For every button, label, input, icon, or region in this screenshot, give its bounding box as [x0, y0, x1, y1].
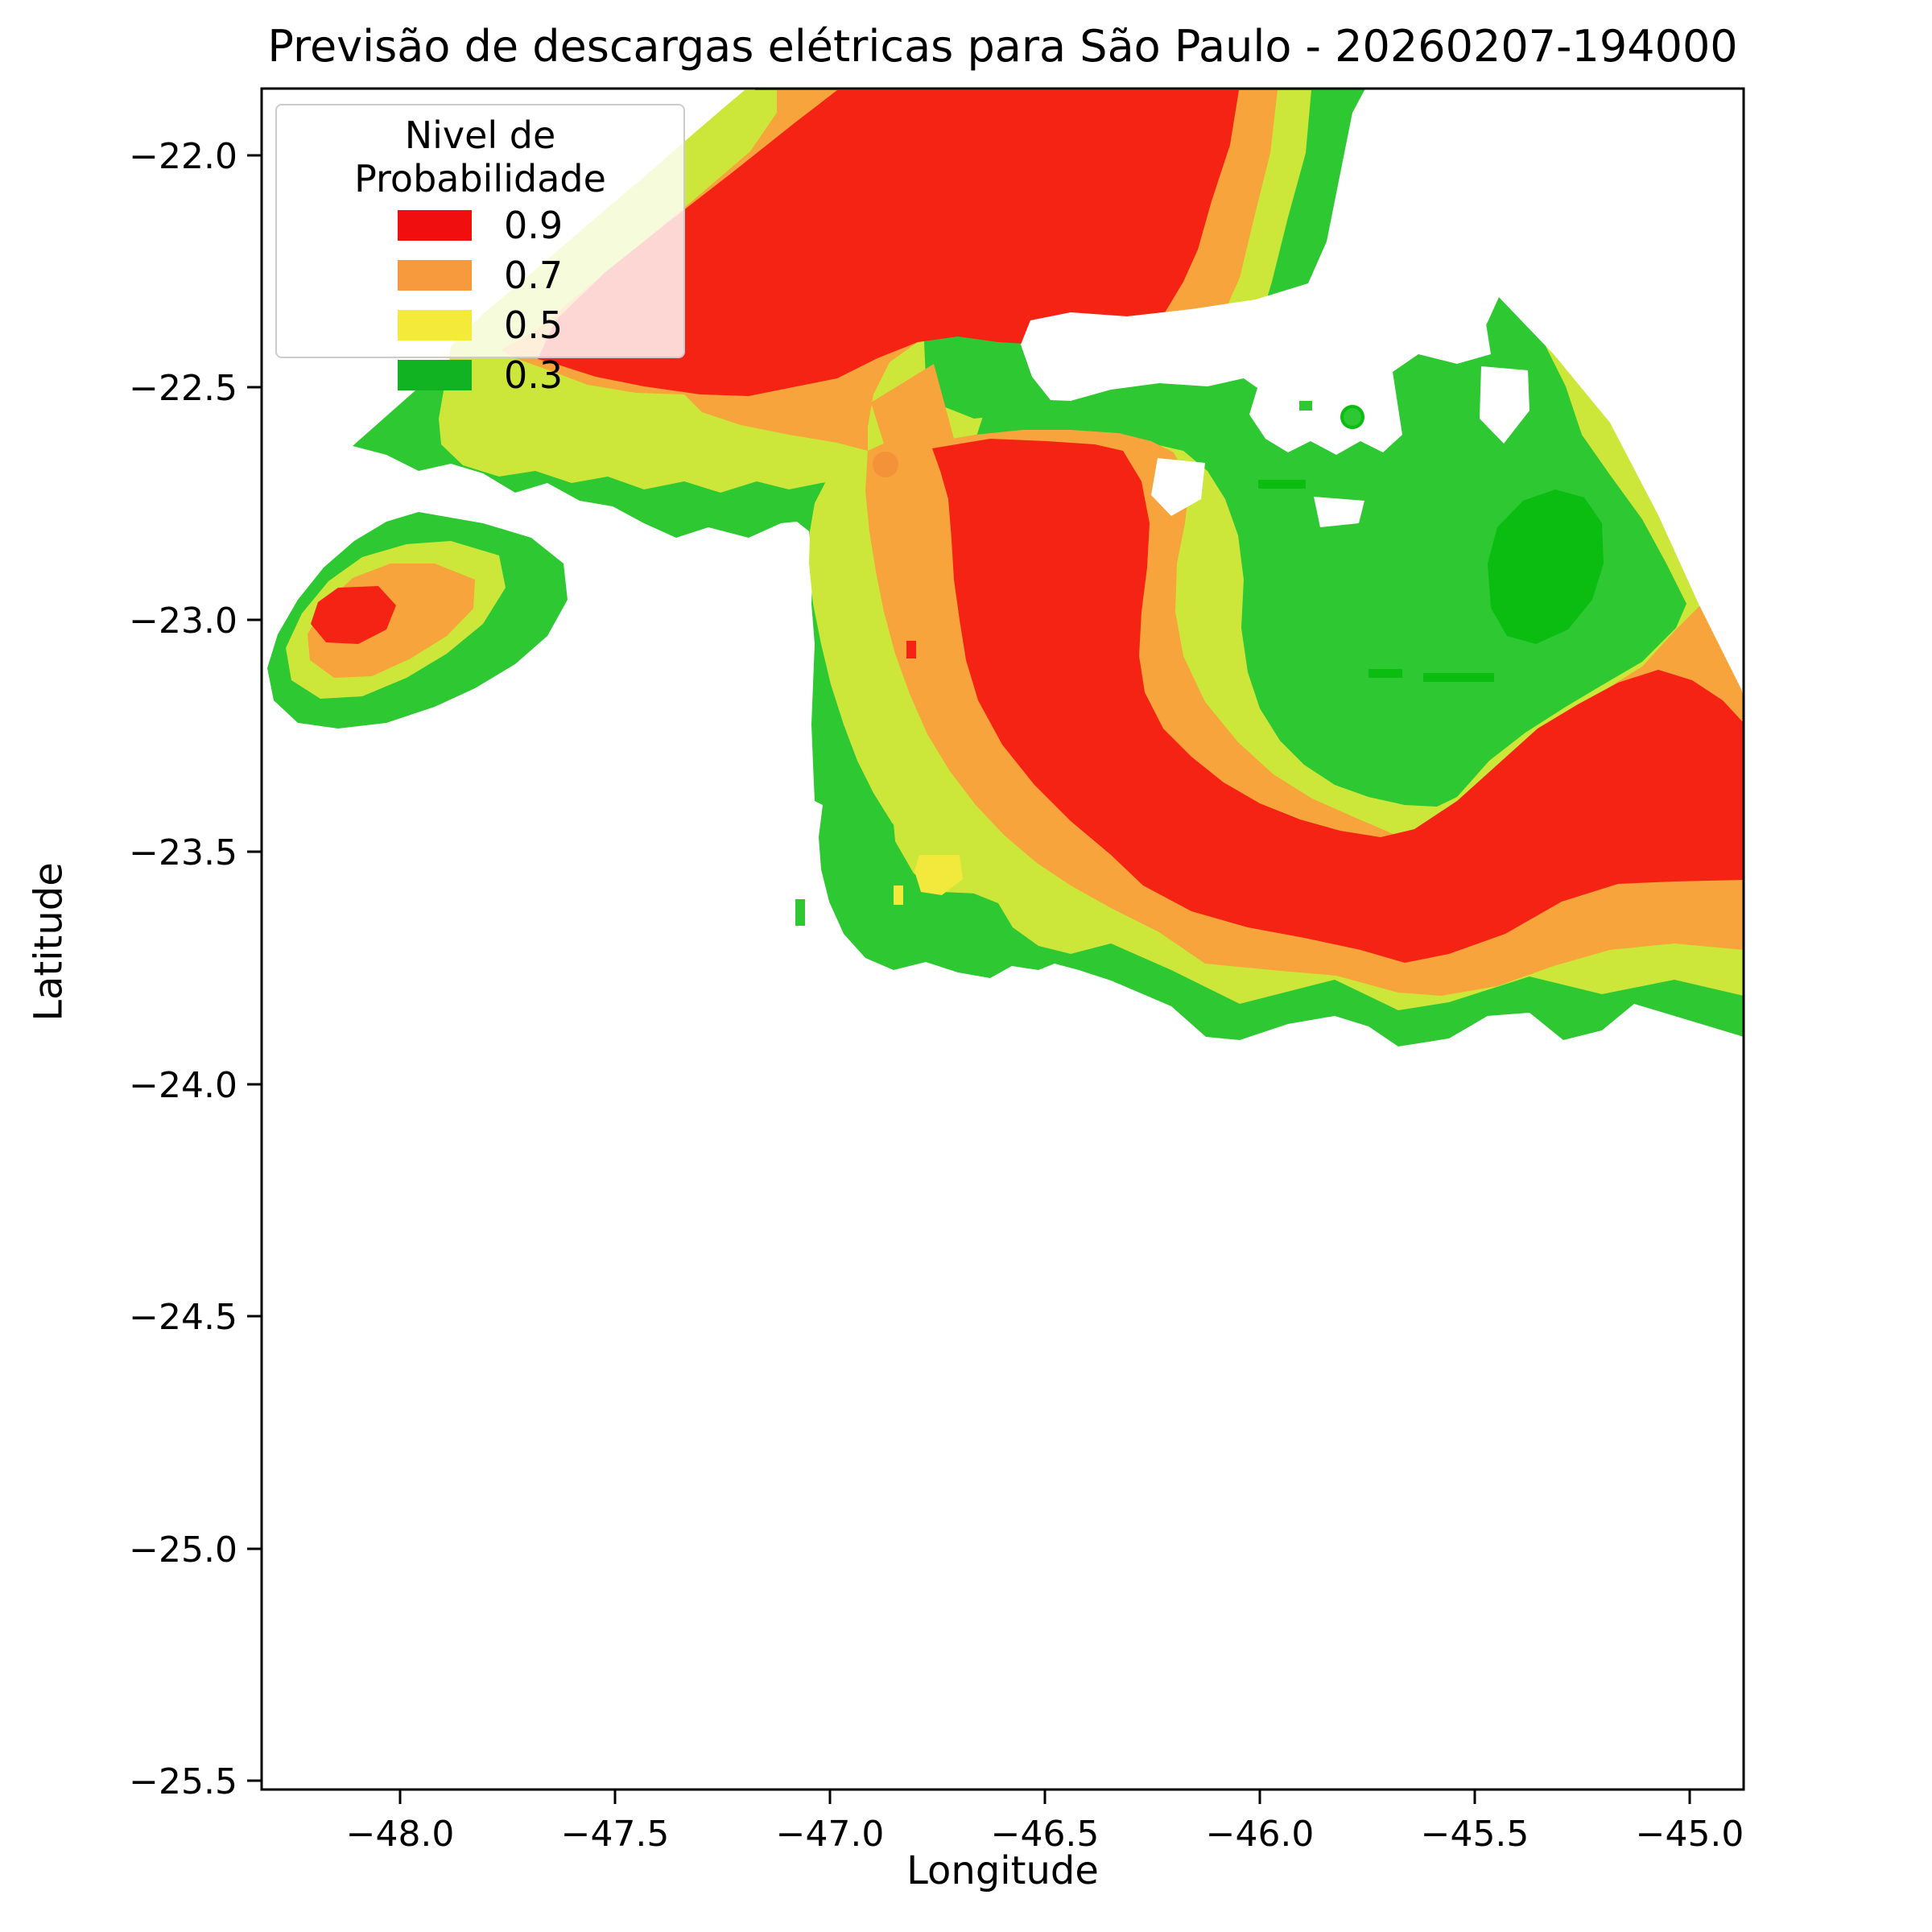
region-red-speck [906, 641, 916, 658]
legend-swatch-0.3 [398, 360, 472, 390]
region-white-pocket-c [1480, 366, 1530, 444]
y-tick-label: −24.5 [129, 1297, 237, 1338]
region-west-island-red-core [311, 586, 396, 644]
legend-swatch-0.9 [398, 210, 472, 241]
x-tick-label: −47.5 [561, 1814, 670, 1855]
legend-entry-0.9: 0.9 [277, 200, 683, 250]
region-prob-07-isthmus [871, 364, 954, 449]
region-dark-green-dash-a [1423, 673, 1494, 682]
legend-title: Nivel de Probabilidade [354, 114, 606, 200]
y-tick-label: −25.0 [129, 1530, 237, 1571]
legend-label: 0.7 [504, 254, 564, 297]
y-tick-label: −23.0 [129, 601, 237, 642]
y-tick-label: −22.5 [129, 368, 237, 409]
legend: Nivel de Probabilidade 0.9 0.7 0.5 0.3 [275, 104, 685, 397]
region-peninsula-yellow-patch [914, 855, 963, 895]
x-tick-label: −46.5 [991, 1814, 1100, 1855]
legend-swatch-0.5 [398, 310, 472, 341]
legend-label: 0.3 [504, 353, 564, 397]
legend-entries: 0.9 0.7 0.5 0.3 [277, 200, 683, 400]
legend-label: 0.5 [504, 303, 564, 347]
region-isolated-green-dash-b [795, 899, 805, 926]
region-prob-09-southeast-band [932, 439, 1744, 963]
page-title: Previsão de descargas elétricas para São… [267, 21, 1738, 72]
small-orange-cell-dot [873, 452, 898, 477]
x-axis-label: Longitude [906, 1848, 1099, 1893]
legend-label: 0.9 [504, 204, 564, 247]
region-yellow-dash [894, 886, 903, 905]
region-white-hole-north [1021, 90, 1499, 455]
legend-swatch-0.7 [398, 260, 472, 291]
x-tick-label: −45.5 [1421, 1814, 1530, 1855]
x-tick-label: −48.0 [346, 1814, 455, 1855]
legend-entry-0.3: 0.3 [277, 350, 683, 400]
small-green-contour-circle [1340, 405, 1364, 429]
x-tick-label: −45.0 [1636, 1814, 1744, 1855]
legend-entry-0.5: 0.5 [277, 300, 683, 350]
y-tick-label: −24.0 [129, 1065, 237, 1106]
y-tick-label: −22.0 [129, 136, 237, 177]
y-tick-label: −25.5 [129, 1761, 237, 1802]
region-low-prob-dark-green-patch [1488, 489, 1604, 644]
x-tick-label: −46.0 [1206, 1814, 1315, 1855]
region-dark-green-dash-b [1258, 480, 1306, 489]
axes-frame [260, 87, 1745, 1791]
y-tick-label: −23.5 [129, 832, 237, 873]
region-isolated-green-dash-a [1299, 401, 1312, 411]
legend-entry-0.7: 0.7 [277, 250, 683, 300]
contour-layers [267, 89, 1744, 1046]
region-dark-green-dash-c [1368, 669, 1402, 678]
region-white-pocket-a [1151, 458, 1205, 516]
x-tick-label: −47.0 [776, 1814, 885, 1855]
region-white-pocket-b [1314, 497, 1364, 527]
region-white-outside-radar-arc [1468, 89, 1744, 694]
